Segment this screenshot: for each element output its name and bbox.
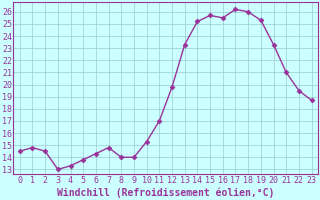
- X-axis label: Windchill (Refroidissement éolien,°C): Windchill (Refroidissement éolien,°C): [57, 187, 274, 198]
